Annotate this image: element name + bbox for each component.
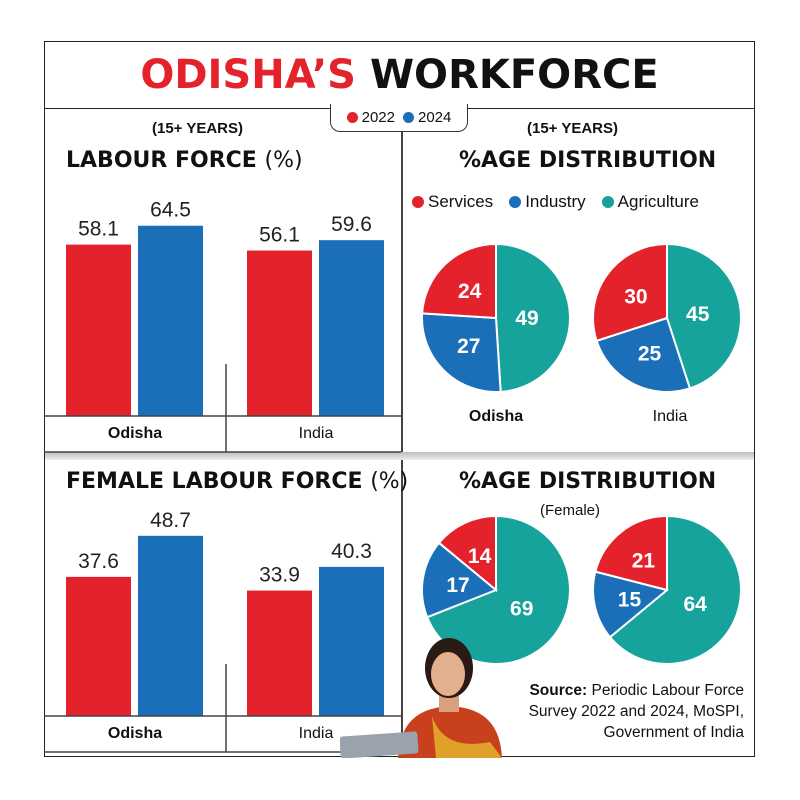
page-title: ODISHA’S WORKFORCE: [140, 52, 658, 98]
female-bar-cat-india: India: [298, 725, 334, 742]
distribution-odisha-label-industry: 27: [457, 335, 480, 358]
center-divider-top: [401, 107, 403, 452]
section-divider: [45, 452, 754, 460]
female-distribution-odisha-label-agriculture: 69: [510, 597, 533, 620]
source-text: Periodic Labour Force Survey 2022 and 20…: [528, 682, 744, 741]
title-accent: ODISHA’S: [140, 52, 356, 98]
pie-legend-label-agriculture: Agriculture: [617, 192, 699, 211]
female-note: (Female): [540, 502, 601, 519]
source-label: Source:: [529, 682, 588, 699]
legend-label-2024: 2024: [418, 109, 452, 126]
subtitle-left: (15+ YEARS): [152, 120, 244, 137]
year-legend: 2022 2024: [330, 104, 468, 132]
bar-cat-odisha: Odisha: [107, 425, 163, 442]
legend-label-2022: 2022: [361, 109, 395, 126]
female-distribution-india-label-industry: 15: [618, 588, 642, 611]
distribution-india-label-industry: 25: [638, 342, 662, 365]
labour-force-bar-india-2022: [247, 250, 312, 416]
labour-force-value-odisha-2024: 64.5: [150, 199, 191, 222]
female-labour-force-value-india-2022: 33.9: [259, 564, 300, 587]
distribution-india-label-agriculture: 45: [686, 303, 710, 326]
heading-female-labour-force: FEMALE LABOUR FORCE (%): [66, 469, 408, 494]
distribution-india-slice-industry: [595, 316, 692, 393]
female-distribution-india-slice-services: [594, 514, 668, 592]
female-labour-force-value-india-2024: 40.3: [331, 540, 372, 563]
female-labour-force-bar-india-2022: [247, 590, 312, 716]
female-distribution-india-slice-agriculture: [608, 514, 742, 665]
subtitle-right: (15+ YEARS): [527, 120, 619, 137]
heading-labour-force-unit: (%): [264, 148, 303, 173]
pie-legend-dot-services: [412, 196, 424, 208]
heading-female-labour-force-text: FEMALE LABOUR FORCE: [66, 469, 363, 494]
female-labour-force-bar-odisha-2024: [138, 535, 203, 716]
pie-legend-dot-industry: [509, 196, 522, 208]
female-labour-force-value-odisha-2022: 37.6: [78, 550, 119, 573]
female-distribution-odisha-slice-services: [437, 514, 497, 593]
pie-legend: Services Industry Agriculture: [412, 192, 699, 212]
pie-legend-agriculture: Agriculture: [601, 192, 699, 212]
laptop-shape: [340, 731, 419, 758]
female-distribution-india-slice-industry: [592, 570, 670, 639]
female-distribution-odisha-slice-industry: [421, 541, 498, 619]
distribution-india-slice-services: [592, 242, 668, 343]
female-labour-force-bar-india-2024: [319, 566, 384, 716]
labour-force-value-india-2022: 56.1: [259, 224, 300, 247]
heading-labour-force-text: LABOUR FORCE: [66, 148, 257, 173]
distribution-odisha-label-agriculture: 49: [515, 307, 538, 330]
pie-legend-label-industry: Industry: [525, 192, 586, 211]
pie-legend-dot-agriculture: [601, 196, 614, 208]
labour-force-value-odisha-2022: 58.1: [78, 218, 119, 241]
source-note: Source: Periodic Labour Force Survey 202…: [494, 680, 744, 743]
pie-legend-label-services: Services: [428, 192, 494, 211]
title-main: WORKFORCE: [369, 52, 659, 98]
legend-dot-2024: [403, 112, 414, 123]
labour-force-bar-odisha-2024: [138, 225, 203, 416]
center-divider-bottom: [401, 460, 403, 757]
heading-female-distribution: %AGE DISTRIBUTION: [459, 469, 717, 494]
distribution-odisha-slice-services: [421, 242, 497, 320]
legend-dot-2022: [346, 112, 358, 123]
female-labour-force-value-odisha-2024: 48.7: [150, 509, 191, 532]
labour-force-value-india-2024: 59.6: [331, 213, 372, 236]
distribution-india-label-services: 30: [624, 285, 647, 308]
female-bar-cat-odisha: Odisha: [107, 725, 163, 742]
heading-labour-force: LABOUR FORCE (%): [66, 148, 303, 173]
pie-caption-india: India: [652, 408, 688, 425]
female-distribution-india-label-services: 21: [632, 550, 656, 573]
heading-female-labour-force-unit: (%): [370, 469, 409, 494]
woman-illustration: [340, 638, 502, 758]
female-distribution-odisha-label-industry: 17: [446, 574, 469, 597]
bar-cat-india: India: [298, 425, 334, 442]
legend-item-2024: 2024: [403, 109, 451, 126]
pie-legend-industry: Industry: [509, 192, 586, 212]
pie-legend-services: Services: [412, 192, 493, 212]
face-shape: [431, 652, 465, 696]
labour-force-bar-odisha-2022: [66, 244, 131, 416]
legend-item-2022: 2022: [346, 109, 395, 126]
distribution-india-slice-agriculture: [666, 242, 742, 390]
pie-caption-odisha: Odisha: [468, 408, 524, 425]
saree-border: [432, 716, 502, 758]
labour-force-bar-india-2024: [319, 240, 384, 416]
female-distribution-odisha-label-services: 14: [468, 545, 492, 568]
distribution-odisha-slice-industry: [421, 312, 502, 393]
distribution-odisha-label-services: 24: [458, 280, 482, 303]
female-distribution-india-label-agriculture: 64: [683, 593, 707, 616]
female-labour-force-bar-odisha-2022: [66, 576, 131, 716]
heading-distribution: %AGE DISTRIBUTION: [459, 148, 717, 173]
distribution-odisha-slice-agriculture: [495, 242, 571, 393]
